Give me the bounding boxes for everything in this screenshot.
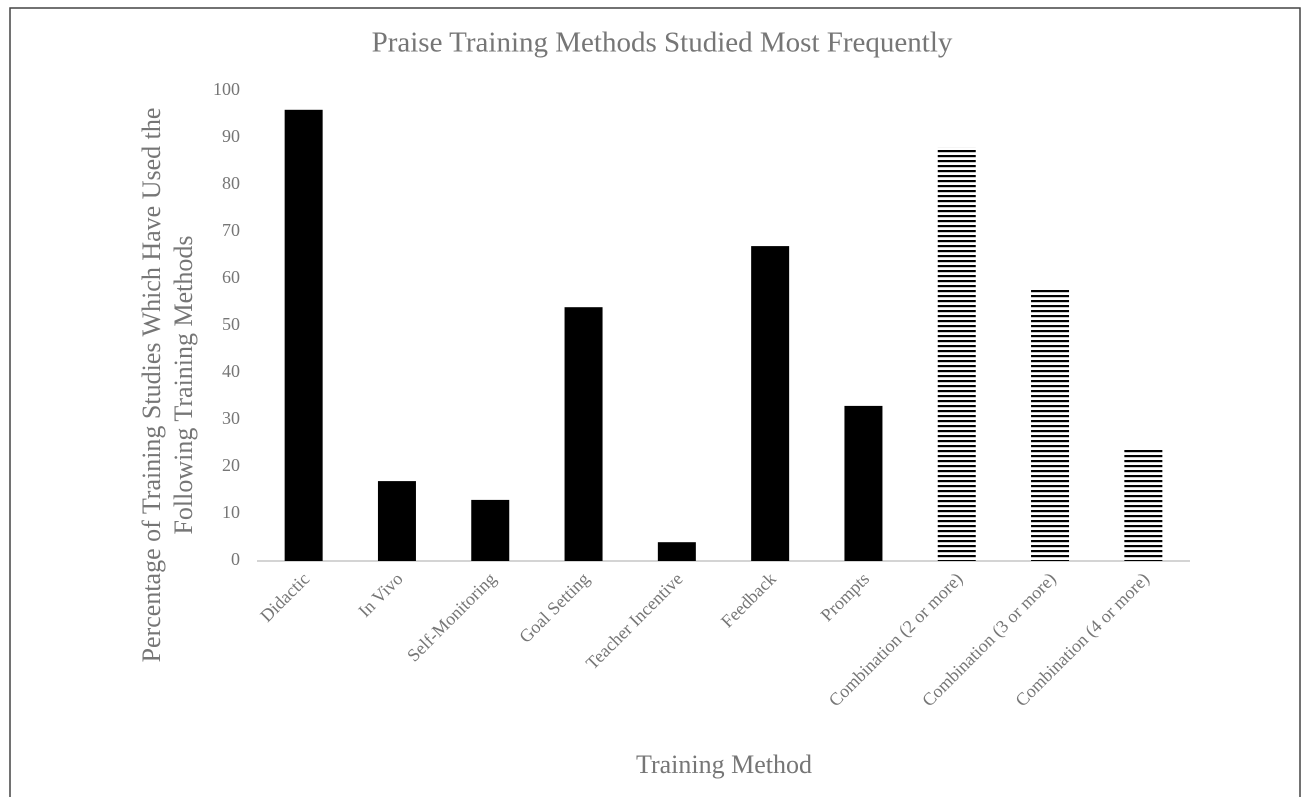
y-tick-label: 50 bbox=[222, 314, 240, 334]
y-axis-title: Percentage of Training Studies Which Hav… bbox=[137, 108, 198, 663]
x-tick-label: In Vivo bbox=[354, 569, 406, 621]
x-tick-label-group: Self-Monitoring bbox=[403, 569, 500, 666]
y-tick-label: 10 bbox=[222, 502, 240, 522]
x-tick-label: Self-Monitoring bbox=[403, 569, 500, 666]
bar bbox=[471, 499, 510, 561]
y-tick-label: 20 bbox=[222, 455, 240, 475]
chart-title: Praise Training Methods Studied Most Fre… bbox=[372, 27, 953, 59]
bar bbox=[751, 246, 790, 561]
y-tick-label: 60 bbox=[222, 267, 240, 287]
x-tick-label-group: Didactic bbox=[256, 569, 313, 626]
y-tick-label: 90 bbox=[222, 126, 240, 146]
frame bbox=[9, 7, 1301, 797]
bar bbox=[937, 147, 976, 561]
x-tick-label: Goal Setting bbox=[515, 569, 593, 647]
y-tick-label: 30 bbox=[222, 408, 240, 428]
bar bbox=[1031, 288, 1070, 561]
x-tick-label-group: Goal Setting bbox=[515, 569, 593, 647]
y-axis-title-line: Following Training Methods bbox=[169, 235, 198, 534]
x-axis-title: Training Method bbox=[636, 750, 812, 779]
x-tick-label: Didactic bbox=[256, 569, 313, 626]
x-tick-label-group: Feedback bbox=[717, 569, 780, 632]
x-tick-label: Prompts bbox=[817, 569, 874, 626]
x-tick-label-group: Teacher Incentive bbox=[582, 569, 687, 674]
x-tick-label-group: In Vivo bbox=[354, 569, 406, 621]
bar bbox=[284, 109, 323, 562]
y-tick-label: 40 bbox=[222, 361, 240, 381]
bar bbox=[377, 481, 416, 561]
bar bbox=[844, 405, 883, 561]
y-tick-label: 0 bbox=[231, 549, 240, 569]
y-tick-label: 70 bbox=[222, 220, 240, 240]
x-tick-label: Teacher Incentive bbox=[582, 569, 687, 674]
y-tick-label: 100 bbox=[213, 79, 240, 99]
x-tick-label: Feedback bbox=[717, 569, 780, 632]
y-axis-title-line: Percentage of Training Studies Which Hav… bbox=[137, 108, 166, 663]
bar bbox=[564, 307, 603, 561]
bar bbox=[1124, 448, 1163, 561]
y-tick-label: 80 bbox=[222, 173, 240, 193]
x-tick-label-group: Prompts bbox=[817, 569, 874, 626]
bar bbox=[657, 542, 696, 561]
